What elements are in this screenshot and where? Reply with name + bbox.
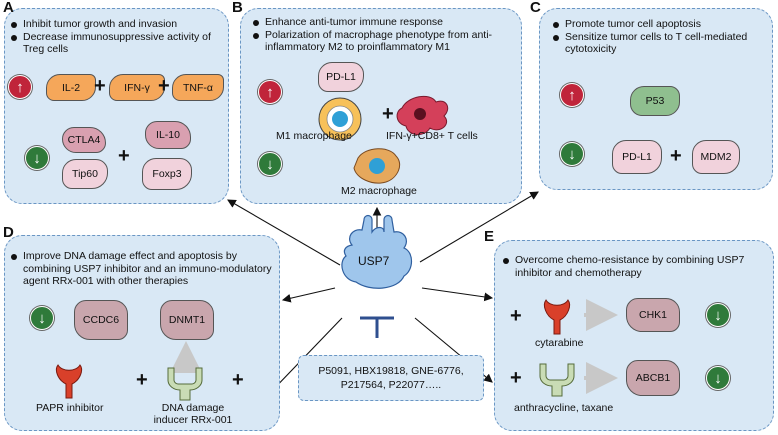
arrow-to-d (281, 287, 336, 303)
dna-damage-inducer-label: DNA damage inducer RRx-001 (153, 402, 233, 426)
inhibitor-line-2: P217564, P22077….. (340, 379, 442, 391)
inhibitor-box: P5091, HBX19818, GNE-6776, P217564, P220… (298, 355, 484, 401)
protein-tnf-alpha: TNF-α (172, 74, 224, 101)
bullet: Promote tumor cell apoptosis (552, 18, 770, 31)
parp-inhibitor-label: PAPR inhibitor (36, 402, 104, 414)
bullet: Overcome chemo-resistance by combining U… (502, 254, 770, 279)
up-arrow-icon: ↑ (560, 83, 584, 107)
cytarabine-icon (543, 299, 571, 335)
cytarabine-label: cytarabine (535, 337, 584, 349)
protein-chk1: CHK1 (626, 298, 680, 332)
panel-e-label: E (484, 228, 495, 245)
plus-icon: + (158, 75, 170, 97)
panel-b-label: B (232, 0, 243, 16)
plus-icon: + (94, 75, 106, 97)
down-arrow-icon: ↓ (706, 366, 730, 390)
bullet: Improve DNA damage effect and apoptosis … (10, 250, 278, 288)
dna-damage-inducer-icon (167, 367, 203, 401)
inhibitor-line-1: P5091, HBX19818, GNE-6776, (318, 365, 464, 377)
m2-macrophage-icon (353, 148, 401, 184)
bullet: Decrease immunosuppressive activity of T… (10, 31, 228, 56)
panel-e (494, 240, 774, 431)
bullet: Sensitize tumor cells to T cell-mediated… (552, 31, 770, 56)
protein-abcb1: ABCB1 (626, 360, 680, 396)
down-arrow-icon: ↓ (30, 306, 54, 330)
bullet: Inhibit tumor growth and invasion (10, 18, 228, 31)
bullet: Enhance anti-tumor immune response (252, 16, 524, 29)
panel-e-bullets: Overcome chemo-resistance by combining U… (502, 254, 770, 279)
plus-icon: + (118, 145, 130, 167)
anthracycline-taxane-icon (539, 363, 575, 397)
m1-macrophage-icon (318, 97, 362, 141)
plus-icon: + (232, 369, 244, 391)
protein-pd-l1-c: PD-L1 (612, 140, 662, 174)
up-arrow-icon: ↑ (258, 80, 282, 104)
plus-icon: + (510, 305, 522, 327)
bullet: Polarization of macrophage phenotype fro… (252, 29, 524, 54)
down-arrow-icon: ↓ (25, 146, 49, 170)
panel-a-bullets: Inhibit tumor growth and invasion Decrea… (10, 18, 228, 56)
down-arrow-icon: ↓ (258, 152, 282, 176)
m2-macrophage-label: M2 macrophage (341, 185, 417, 197)
anthracycline-taxane-label: anthracycline, taxane (514, 402, 614, 414)
protein-ccdc6: CCDC6 (74, 300, 128, 340)
protein-il10: IL-10 (145, 121, 191, 149)
plus-icon: + (382, 103, 394, 125)
protein-mdm2: MDM2 (692, 140, 740, 174)
t-cell-label: IFN-γ+CD8+ T cells (386, 130, 478, 142)
plus-icon: + (510, 367, 522, 389)
arrow-to-a (227, 199, 341, 266)
plus-icon: + (670, 145, 682, 167)
panel-d-bullets: Improve DNA damage effect and apoptosis … (10, 250, 278, 288)
arrow-to-c (419, 191, 539, 263)
protein-il2: IL-2 (46, 74, 96, 101)
panel-c-bullets: Promote tumor cell apoptosis Sensitize t… (552, 18, 770, 56)
protein-p53: P53 (630, 86, 680, 116)
protein-ctla4: CTLA4 (62, 127, 106, 153)
down-arrow-icon: ↓ (560, 142, 584, 166)
m1-macrophage-label: M1 macrophage (276, 130, 352, 142)
panel-d (4, 235, 280, 431)
protein-tip60: Tip60 (62, 159, 108, 189)
plus-icon: + (136, 369, 148, 391)
panel-c-label: C (530, 0, 541, 16)
panel-d-label: D (3, 224, 14, 241)
t-cell-icon (396, 95, 449, 135)
usp7-label: USP7 (358, 254, 390, 268)
panel-a-label: A (3, 0, 14, 16)
usp7-icon (341, 214, 413, 289)
down-arrow-icon: ↓ (706, 303, 730, 327)
panel-b-bullets: Enhance anti-tumor immune response Polar… (252, 16, 524, 54)
up-arrow-icon: ↑ (8, 75, 32, 99)
protein-pd-l1: PD-L1 (318, 62, 364, 92)
parp-inhibitor-icon (55, 364, 83, 399)
protein-ifn-gamma: IFN-γ (109, 74, 165, 101)
arrow-to-e (421, 287, 494, 302)
protein-dnmt1: DNMT1 (160, 300, 214, 340)
protein-foxp3: Foxp3 (142, 158, 192, 190)
